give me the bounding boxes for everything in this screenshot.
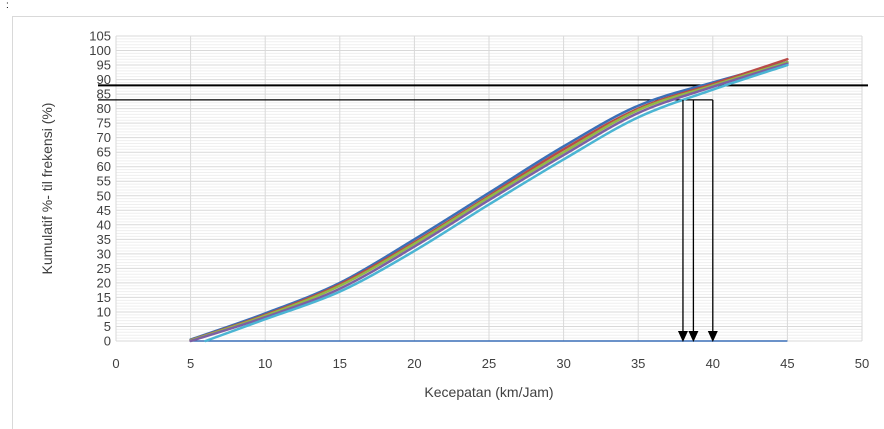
y-tick-label: 85 bbox=[97, 87, 111, 102]
chart-frame-top bbox=[12, 16, 884, 17]
y-tick-label: 50 bbox=[97, 188, 111, 203]
x-tick-label: 15 bbox=[333, 356, 347, 371]
series-line-4 bbox=[189, 62, 789, 343]
y-tick-label: 90 bbox=[97, 72, 111, 87]
y-tick-label: 80 bbox=[97, 101, 111, 116]
y-tick-label: 20 bbox=[97, 275, 111, 290]
y-tick-label: 40 bbox=[97, 217, 111, 232]
series-line-1 bbox=[189, 60, 789, 341]
y-tick-label: 0 bbox=[104, 334, 111, 349]
y-tick-label: 105 bbox=[89, 29, 111, 44]
x-tick-label: 20 bbox=[407, 356, 421, 371]
y-axis-title: Kumulatif %- til frekensi (%) bbox=[39, 103, 55, 275]
arrow-head-1 bbox=[677, 331, 688, 342]
series-layer bbox=[189, 57, 789, 343]
y-tick-label: 55 bbox=[97, 174, 111, 189]
tick-labels: 0510152025303540455055606570758085909510… bbox=[89, 29, 869, 372]
corner-mark: : bbox=[6, 0, 9, 11]
arrow-layer bbox=[677, 99, 718, 342]
x-tick-label: 30 bbox=[556, 356, 570, 371]
x-tick-label: 10 bbox=[258, 356, 272, 371]
y-tick-label: 25 bbox=[97, 261, 111, 276]
reference-layer bbox=[98, 84, 868, 101]
y-tick-label: 35 bbox=[97, 232, 111, 247]
y-tick-label: 10 bbox=[97, 304, 111, 319]
x-tick-label: 35 bbox=[631, 356, 645, 371]
chart-frame-left bbox=[12, 16, 13, 429]
grid-layer bbox=[115, 35, 863, 342]
x-tick-label: 5 bbox=[187, 356, 194, 371]
series-line-5 bbox=[204, 63, 789, 343]
y-tick-label: 65 bbox=[97, 145, 111, 160]
y-tick-label: 30 bbox=[97, 246, 111, 261]
y-tick-label: 15 bbox=[97, 290, 111, 305]
y-tick-label: 70 bbox=[97, 130, 111, 145]
y-tick-label: 100 bbox=[89, 43, 111, 58]
arrow-head-3 bbox=[707, 331, 718, 342]
x-tick-label: 0 bbox=[112, 356, 119, 371]
y-tick-label: 75 bbox=[97, 116, 111, 131]
y-tick-label: 95 bbox=[97, 58, 111, 73]
y-tick-label: 45 bbox=[97, 203, 111, 218]
x-tick-label: 50 bbox=[855, 356, 869, 371]
y-tick-label: 60 bbox=[97, 159, 111, 174]
x-tick-label: 45 bbox=[780, 356, 794, 371]
x-tick-label: 25 bbox=[482, 356, 496, 371]
x-tick-label: 40 bbox=[706, 356, 720, 371]
y-tick-label: 5 bbox=[104, 319, 111, 334]
arrow-head-2 bbox=[688, 331, 699, 342]
series-line-3 bbox=[189, 60, 789, 342]
x-axis-title: Kecepatan (km/Jam) bbox=[424, 384, 553, 400]
